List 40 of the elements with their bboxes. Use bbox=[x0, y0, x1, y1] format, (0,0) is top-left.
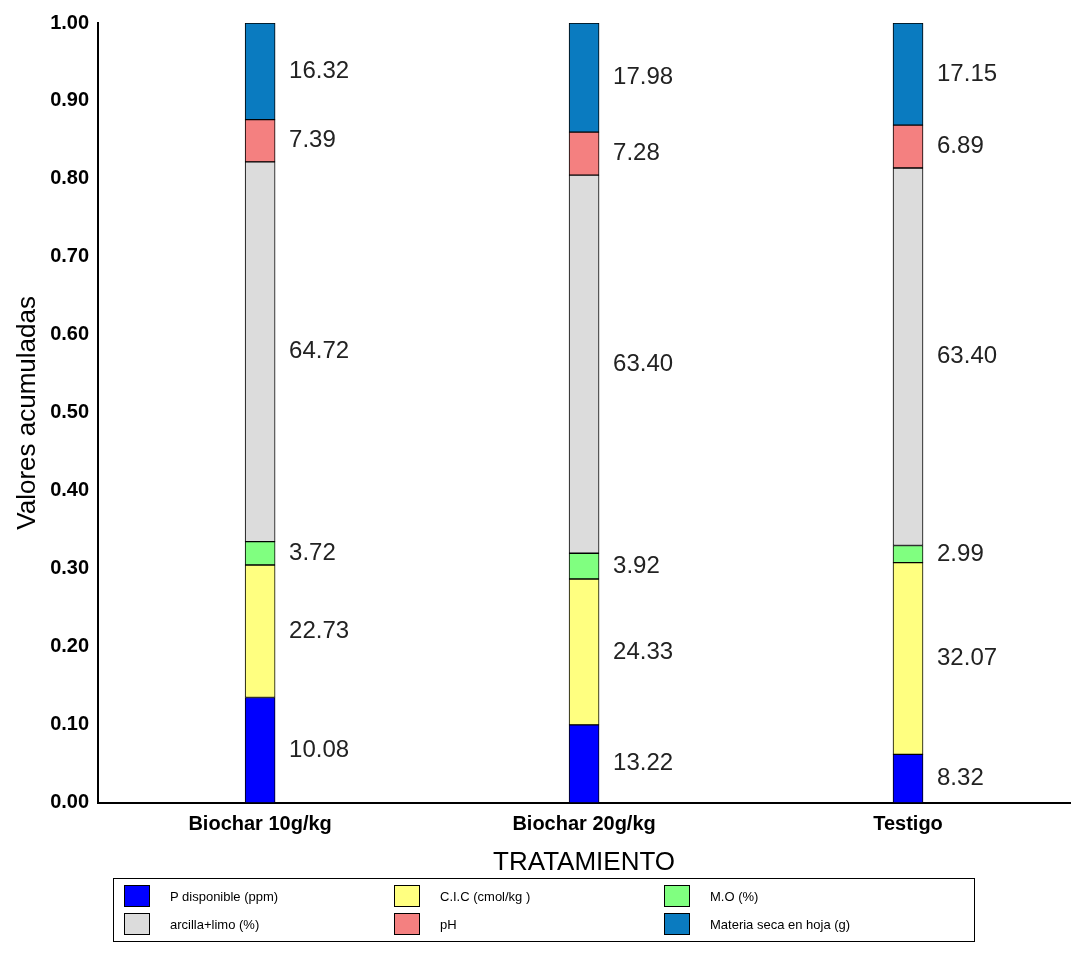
annotation: 64.72 bbox=[289, 336, 350, 364]
y-tick-label: 0.90 bbox=[50, 88, 90, 111]
x-tick-label: Biochar 20g/kg bbox=[512, 812, 656, 835]
y-tick-label: 0.60 bbox=[50, 322, 90, 345]
annotation: 2.99 bbox=[937, 538, 984, 566]
y-tick-label: 0.30 bbox=[50, 556, 90, 579]
y-tick-label: 0.20 bbox=[50, 634, 90, 657]
legend-label: Materia seca en hoja (g) bbox=[710, 916, 851, 932]
annotation: 8.32 bbox=[937, 763, 984, 791]
x-axis-title: TRATAMIENTO bbox=[493, 845, 676, 876]
y-tick-label: 0.70 bbox=[50, 244, 90, 267]
annotation: 3.72 bbox=[289, 537, 336, 565]
legend-label: pH bbox=[440, 916, 457, 932]
x-tick-label: Biochar 10g/kg bbox=[188, 812, 332, 835]
annotation: 17.98 bbox=[613, 62, 674, 90]
y-tick-label: 0.10 bbox=[50, 712, 90, 735]
y-axis-title: Valores acumuladas bbox=[10, 296, 41, 530]
annotation: 24.33 bbox=[613, 636, 674, 664]
annotation: 3.92 bbox=[613, 550, 660, 578]
y-tick-label: 0.00 bbox=[50, 790, 90, 813]
legend-label: M.O (%) bbox=[710, 888, 759, 904]
legend-label: P disponible (ppm) bbox=[170, 888, 279, 904]
legend-label: arcilla+limo (%) bbox=[170, 916, 260, 932]
y-tick-label: 1.00 bbox=[50, 10, 90, 33]
annotation: 10.08 bbox=[289, 734, 350, 762]
annotation: 63.40 bbox=[613, 348, 674, 376]
annotation: 22.73 bbox=[289, 615, 350, 643]
annotation: 13.22 bbox=[613, 748, 674, 776]
annotation: 6.89 bbox=[937, 131, 984, 159]
legend-label: C.I.C (cmol/kg ) bbox=[440, 888, 531, 904]
y-tick-label: 0.40 bbox=[50, 478, 90, 501]
x-tick-label: Testigo bbox=[873, 812, 943, 835]
annotation: 17.15 bbox=[937, 58, 998, 86]
annotation: 63.40 bbox=[937, 341, 998, 369]
y-tick-label: 0.50 bbox=[50, 400, 90, 423]
annotation: 7.28 bbox=[613, 138, 660, 166]
annotation: 16.32 bbox=[289, 55, 350, 83]
annotation: 32.07 bbox=[937, 643, 998, 671]
y-tick-label: 0.80 bbox=[50, 166, 90, 189]
annotation: 7.39 bbox=[289, 125, 336, 153]
